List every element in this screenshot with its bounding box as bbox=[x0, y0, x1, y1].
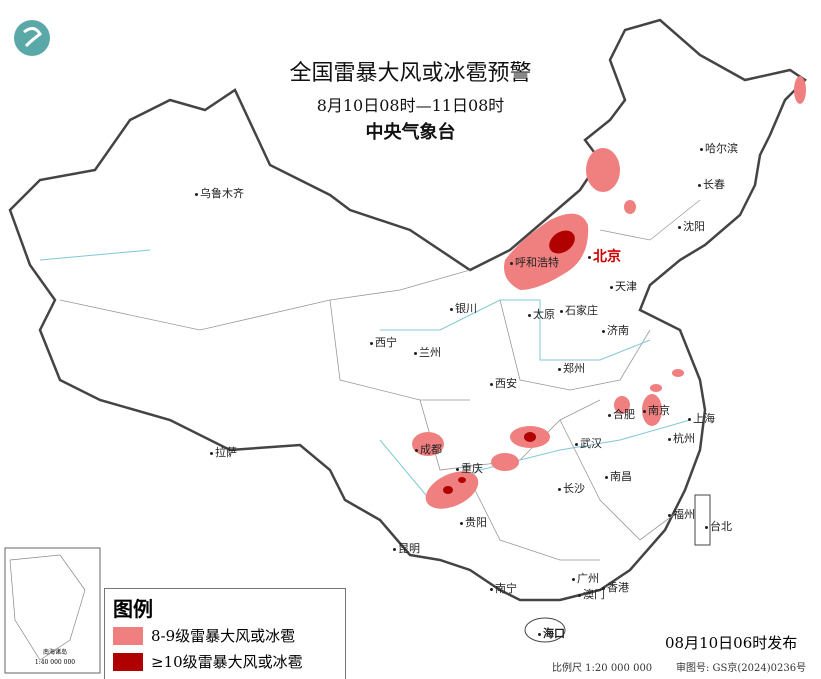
south-sea-inset: 南海诸岛 1:40 000 000 bbox=[4, 547, 101, 674]
city-label: 西宁 bbox=[370, 334, 397, 350]
map-scale: 比例尺 1:20 000 000 bbox=[552, 663, 653, 674]
city-label-capital: 北京 bbox=[588, 246, 621, 266]
warning-area-moderate bbox=[672, 369, 684, 377]
warning-area-moderate bbox=[624, 200, 636, 214]
legend-title: 图例 bbox=[113, 597, 153, 621]
warning-areas bbox=[412, 76, 806, 509]
city-label: 呼和浩特 bbox=[510, 254, 559, 270]
warning-area-severe bbox=[524, 432, 536, 442]
city-label: 西安 bbox=[490, 375, 517, 391]
logo-icon bbox=[14, 20, 50, 56]
warning-area-moderate bbox=[650, 384, 662, 392]
city-label: 香港 bbox=[602, 579, 629, 595]
city-label: 南昌 bbox=[605, 468, 632, 484]
issue-time: 08月10日06时发布 bbox=[665, 634, 798, 652]
legend-item-moderate: 8-9级雷暴大风或冰雹 bbox=[113, 625, 295, 646]
map-issuer: 中央气象台 bbox=[365, 122, 456, 143]
city-label: 太原 bbox=[528, 306, 555, 322]
inset-scale: 1:40 000 000 bbox=[35, 659, 75, 666]
city-label: 广州 bbox=[572, 570, 599, 586]
map-period: 8月10日08时—11日08时 bbox=[316, 96, 505, 115]
warning-area-moderate bbox=[491, 453, 519, 471]
city-label: 南京 bbox=[643, 402, 670, 418]
review-number: 审图号: GS京(2024)0236号 bbox=[676, 663, 807, 674]
legend-label: 8-9级雷暴大风或冰雹 bbox=[151, 627, 296, 645]
warning-area-severe bbox=[549, 230, 575, 254]
warning-area-severe bbox=[458, 477, 466, 483]
city-label: 南宁 bbox=[490, 580, 517, 596]
city-label: 沈阳 bbox=[678, 218, 705, 234]
city-label: 杭州 bbox=[668, 430, 695, 446]
city-label: 长沙 bbox=[558, 480, 585, 496]
city-label: 贵阳 bbox=[460, 514, 487, 530]
city-label: 银川 bbox=[450, 300, 477, 316]
city-label: 台北 bbox=[705, 518, 732, 534]
city-label: 重庆 bbox=[456, 460, 483, 476]
city-label: 福州 bbox=[668, 506, 695, 522]
city-label: 昆明 bbox=[393, 540, 420, 556]
map-title: 全国雷暴大风或冰雹预警 bbox=[289, 61, 532, 86]
city-label: 天津 bbox=[610, 278, 637, 294]
warning-area-severe bbox=[443, 486, 453, 494]
city-label: 澳门 bbox=[578, 586, 605, 602]
city-label: 乌鲁木齐 bbox=[195, 185, 244, 201]
city-label: 石家庄 bbox=[560, 302, 598, 318]
warning-area-moderate bbox=[586, 148, 620, 192]
legend-swatch bbox=[113, 652, 143, 671]
rivers bbox=[39, 249, 691, 501]
legend-swatch bbox=[113, 626, 143, 645]
inset-label: 南海诸岛 bbox=[43, 648, 67, 656]
city-label: 长春 bbox=[698, 176, 725, 192]
city-label: 济南 bbox=[602, 322, 629, 338]
city-label: 武汉 bbox=[575, 435, 602, 451]
legend-label: ≥10级雷暴大风或冰雹 bbox=[151, 653, 303, 671]
city-label: 上海 bbox=[688, 410, 715, 426]
warning-area-moderate bbox=[794, 76, 806, 104]
city-label: 海口 bbox=[538, 625, 565, 641]
city-label: 兰州 bbox=[414, 344, 441, 360]
city-label: 郑州 bbox=[558, 360, 585, 376]
legend: 图例 8-9级雷暴大风或冰雹 ≥10级雷暴大风或冰雹 bbox=[104, 588, 346, 679]
city-label: 哈尔滨 bbox=[700, 140, 738, 156]
legend-item-severe: ≥10级雷暴大风或冰雹 bbox=[113, 651, 303, 672]
city-label: 成都 bbox=[415, 441, 442, 457]
city-label: 拉萨 bbox=[210, 444, 237, 460]
city-label: 合肥 bbox=[608, 406, 635, 422]
